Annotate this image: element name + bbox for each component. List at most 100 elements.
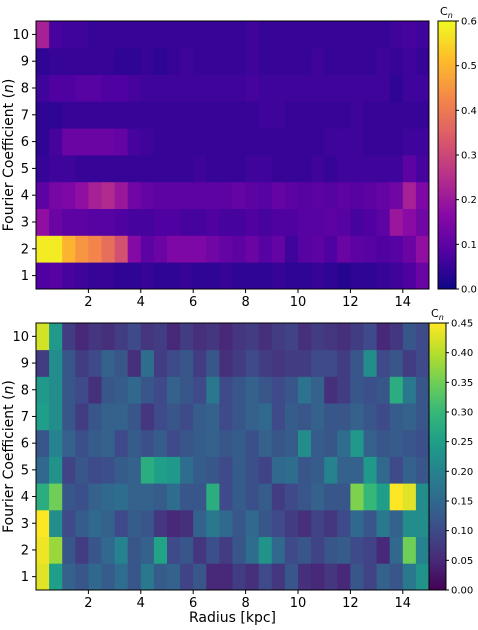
- colorbar-segment: [429, 503, 446, 506]
- colorbar-segment: [438, 177, 456, 181]
- colorbar-segment: [438, 38, 456, 42]
- heatmap-cell: [402, 376, 417, 404]
- y-tick-label: 10: [12, 330, 29, 345]
- heatmap-cell: [88, 101, 102, 129]
- heatmap-cell: [376, 47, 391, 75]
- heatmap-cell: [363, 349, 377, 377]
- heatmap-cell: [127, 262, 142, 290]
- heatmap-cell: [49, 403, 63, 431]
- heatmap-cell: [324, 74, 338, 102]
- colorbar-segment: [429, 356, 446, 360]
- colorbar-segment: [438, 96, 456, 100]
- heatmap-cell: [101, 376, 115, 404]
- heatmap-cell: [258, 456, 273, 484]
- heatmap-cell: [363, 456, 377, 484]
- colorbar-segment: [438, 79, 456, 82]
- colorbar-segment: [429, 360, 446, 364]
- heatmap-cell: [62, 181, 76, 209]
- heatmap-cell: [140, 323, 155, 351]
- colorbar-segment: [438, 264, 456, 268]
- heatmap-cell: [284, 181, 299, 209]
- colorbar-tick-label: 0.05: [451, 556, 473, 567]
- heatmap-cell: [363, 403, 377, 431]
- heatmap-cell: [127, 155, 142, 183]
- heatmap-cell: [114, 483, 129, 511]
- heatmap-cell: [245, 47, 260, 75]
- heatmap-cell: [284, 128, 299, 156]
- colorbar-segment: [429, 323, 446, 326]
- colorbar-segment: [429, 374, 446, 377]
- colorbar-segment: [429, 452, 446, 455]
- heatmap-cell: [324, 536, 338, 564]
- heatmap-cell: [402, 181, 417, 209]
- heatmap-cell: [232, 128, 246, 156]
- heatmap-cell: [62, 509, 76, 537]
- colorbar-segment: [429, 365, 446, 368]
- heatmap-cell: [88, 235, 102, 263]
- colorbar-segment: [429, 536, 446, 540]
- heatmap-cell: [389, 208, 404, 236]
- colorbar-segment: [438, 117, 456, 120]
- heatmap-cell: [324, 262, 338, 290]
- heatmap-cell: [415, 509, 430, 537]
- colorbar-segment: [429, 420, 446, 424]
- colorbar-segment: [438, 197, 456, 201]
- heatmap-cell: [402, 128, 417, 156]
- colorbar-segment: [429, 458, 446, 462]
- heatmap-cell: [49, 208, 63, 236]
- heatmap-cell: [167, 323, 181, 351]
- heatmap-cell: [389, 74, 404, 102]
- colorbar-segment: [429, 538, 446, 542]
- heatmap-cell: [298, 509, 312, 537]
- heatmap-cell: [402, 349, 417, 377]
- heatmap-cell: [206, 349, 220, 377]
- heatmap-cell: [140, 235, 155, 263]
- colorbar-segment: [429, 349, 446, 353]
- heatmap-cell: [101, 403, 115, 431]
- colorbar-segment: [429, 376, 446, 380]
- heatmap-cell: [153, 181, 168, 209]
- heatmap-cell: [75, 349, 89, 377]
- colorbar-segment: [429, 391, 446, 395]
- heatmap-cell: [298, 208, 312, 236]
- heatmap-cell: [271, 47, 286, 75]
- heatmap-cell: [363, 128, 377, 156]
- heatmap-cell: [298, 563, 312, 591]
- heatmap-cell: [324, 403, 338, 431]
- colorbar-segment: [429, 480, 446, 484]
- heatmap-cell: [284, 429, 299, 457]
- heatmap-cell: [337, 155, 351, 183]
- heatmap-cell: [167, 262, 181, 290]
- heatmap-cell: [324, 155, 338, 183]
- colorbar-segment: [429, 509, 446, 513]
- heatmap-cell: [271, 323, 286, 351]
- x-tick-label: 2: [84, 295, 92, 310]
- colorbar-segment: [429, 463, 446, 466]
- heatmap-cell: [114, 536, 129, 564]
- heatmap-cell: [62, 456, 76, 484]
- colorbar-segment: [438, 246, 456, 250]
- heatmap-cell: [219, 47, 233, 75]
- heatmap-cell: [75, 21, 89, 49]
- heatmap-cell: [153, 208, 168, 236]
- heatmap-cell: [193, 101, 207, 129]
- colorbar-segment: [438, 94, 456, 98]
- heatmap-cell: [127, 235, 142, 263]
- heatmap-cell: [415, 536, 430, 564]
- colorbar-segment: [438, 284, 456, 288]
- heatmap-cell: [350, 376, 364, 404]
- heatmap-cell: [62, 376, 76, 404]
- colorbar-segment: [438, 56, 456, 60]
- x-tick-label: 4: [137, 596, 145, 611]
- heatmap-cell: [36, 101, 50, 129]
- colorbar-tick-label: 0.6: [461, 17, 477, 28]
- x-tick-label: 8: [241, 295, 249, 310]
- heatmap-cell: [140, 563, 155, 591]
- colorbar-segment: [429, 532, 446, 535]
- heatmap-cell: [127, 349, 142, 377]
- heatmap-cell: [36, 47, 50, 75]
- heatmap-cell: [271, 456, 286, 484]
- heatmap-cell: [101, 509, 115, 537]
- heatmap-cell: [324, 376, 338, 404]
- heatmap-cell: [36, 536, 50, 564]
